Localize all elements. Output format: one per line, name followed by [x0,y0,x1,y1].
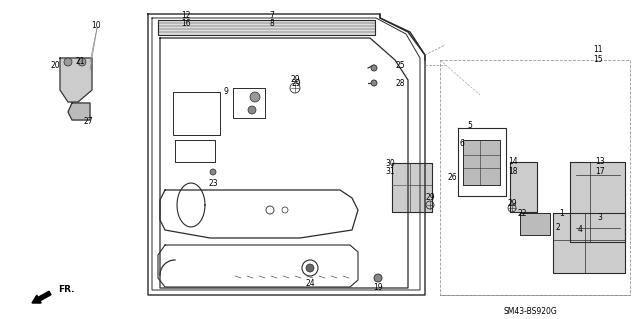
Text: 14: 14 [508,158,518,167]
Circle shape [248,106,256,114]
Circle shape [374,274,382,282]
Text: 1: 1 [559,209,564,218]
Text: 9: 9 [223,87,228,97]
Text: 23: 23 [208,179,218,188]
Text: 20: 20 [50,62,60,70]
Text: 7: 7 [269,11,275,20]
Circle shape [371,80,377,86]
Text: 3: 3 [598,213,602,222]
Text: 29: 29 [507,199,517,209]
Text: 12: 12 [181,11,191,20]
Circle shape [371,65,377,71]
Text: 4: 4 [577,226,582,234]
Circle shape [210,169,216,175]
Polygon shape [60,58,92,102]
Text: 18: 18 [508,167,518,176]
Text: 29: 29 [290,76,300,85]
Text: FR.: FR. [58,285,74,293]
Text: 13: 13 [595,158,605,167]
Text: 22: 22 [517,209,527,218]
Text: 31: 31 [385,167,395,176]
Polygon shape [510,162,537,212]
Text: 24: 24 [305,278,315,287]
Text: 27: 27 [83,117,93,127]
Text: 29: 29 [291,78,301,87]
Polygon shape [463,140,500,185]
Text: 30: 30 [385,159,395,167]
Text: 17: 17 [595,167,605,176]
Text: 29: 29 [425,194,435,203]
Circle shape [306,264,314,272]
Text: 25: 25 [395,62,405,70]
Polygon shape [570,162,625,242]
Polygon shape [553,213,625,273]
Polygon shape [158,20,375,35]
Circle shape [250,92,260,102]
Polygon shape [520,213,550,235]
Text: 8: 8 [269,19,275,28]
Text: 28: 28 [396,78,404,87]
Text: 21: 21 [76,57,84,66]
Text: 15: 15 [593,56,603,64]
FancyArrow shape [32,291,51,303]
Text: 26: 26 [447,174,457,182]
Text: 2: 2 [556,224,561,233]
Polygon shape [68,103,90,120]
Text: 6: 6 [460,138,465,147]
Text: SM43-BS920G: SM43-BS920G [503,308,557,316]
Polygon shape [392,163,432,212]
Text: 10: 10 [91,20,101,29]
Circle shape [78,58,86,66]
Text: 5: 5 [468,121,472,130]
Circle shape [64,58,72,66]
Text: 19: 19 [373,284,383,293]
Text: 11: 11 [593,46,603,55]
Text: 16: 16 [181,19,191,28]
